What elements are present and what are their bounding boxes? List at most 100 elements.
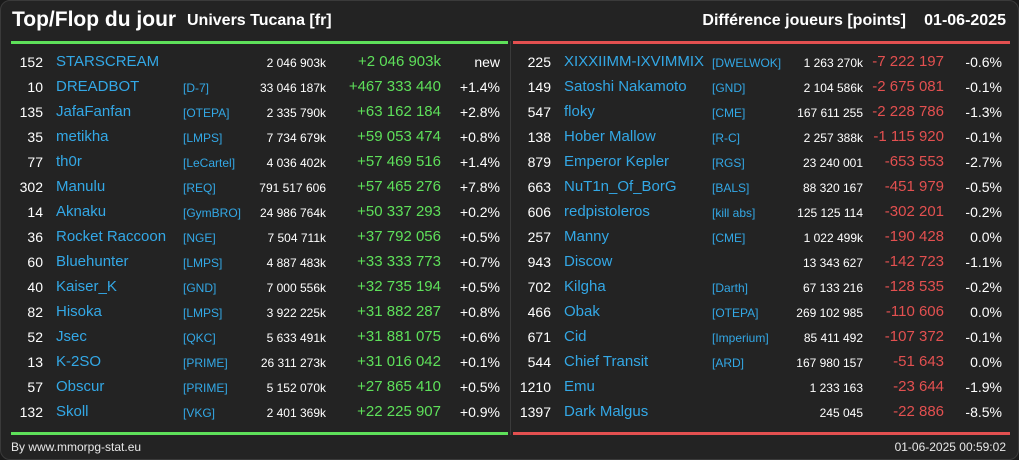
guild-tag-link[interactable]: [GND] — [712, 81, 746, 95]
player-name-link[interactable]: DREADBOT — [56, 78, 140, 95]
guild-tag-link[interactable]: [OTEPA] — [712, 306, 759, 320]
player-name-link[interactable]: Cid — [564, 328, 587, 345]
player-total-points: 2 104 586k — [803, 81, 863, 95]
player-name-link[interactable]: Obscur — [56, 378, 105, 395]
player-rank: 35 — [27, 129, 43, 145]
guild-tag-link[interactable]: [CME] — [712, 106, 746, 120]
guild-tag-link[interactable]: [RGS] — [712, 156, 745, 170]
player-total-points: 1 263 270k — [803, 56, 863, 70]
player-name-link[interactable]: Satoshi Nakamoto — [564, 78, 687, 95]
guild-tag-link[interactable]: [QKC] — [183, 331, 216, 345]
table-row: 10 DREADBOT [D-7] 33 046 187k +467 333 440 +1… — [11, 75, 508, 100]
player-rank: 77 — [27, 154, 43, 170]
player-name-link[interactable]: STARSCREAM — [56, 53, 160, 70]
player-points-diff: -653 553 — [884, 153, 944, 170]
guild-tag-link[interactable]: [D-7] — [183, 81, 210, 95]
player-rank: 13 — [27, 354, 43, 370]
guild-tag-link[interactable]: [ARD] — [712, 356, 745, 370]
player-name-link[interactable]: Hober Mallow — [564, 128, 656, 145]
player-name-link[interactable]: Chief Transit — [564, 353, 649, 370]
guild-tag-link[interactable]: [LMPS] — [183, 256, 223, 270]
table-row: 225 XIXXIIMM-IXVIMMIX [DWELWOK] 1 263 270k -… — [513, 50, 1010, 75]
player-rank: 152 — [19, 54, 43, 70]
player-total-points: 13 343 627 — [802, 256, 863, 270]
player-rank: 135 — [19, 104, 43, 120]
player-points-diff: -2 675 081 — [872, 78, 944, 95]
player-points-diff: -142 723 — [884, 253, 944, 270]
player-rank: 466 — [527, 304, 551, 320]
player-name-link[interactable]: floky — [564, 103, 595, 120]
player-percent-change: +0.7% — [459, 254, 500, 270]
guild-tag-link[interactable]: [GND] — [183, 281, 217, 295]
table-row: 544 Chief Transit [ARD] 167 980 157 -51 643 0… — [513, 350, 1010, 375]
player-percent-change: +1.4% — [459, 79, 500, 95]
player-percent-change: -0.1% — [965, 329, 1002, 345]
player-name-link[interactable]: Manny — [564, 228, 610, 245]
player-name-link[interactable]: XIXXIIMM-IXVIMMIX — [564, 53, 705, 70]
guild-tag-link[interactable]: [BALS] — [712, 181, 750, 195]
player-points-diff: +63 162 184 — [357, 103, 441, 120]
guild-tag-link[interactable]: [Darth] — [712, 281, 749, 295]
guild-tag-link[interactable]: [DWELWOK] — [712, 56, 782, 70]
player-points-diff: +57 465 276 — [357, 178, 441, 195]
guild-tag-link[interactable]: [CME] — [712, 231, 746, 245]
guild-tag-link[interactable]: [PRIME] — [183, 356, 228, 370]
guild-tag-link[interactable]: [OTEPA] — [183, 106, 230, 120]
player-points-diff: -302 201 — [884, 203, 944, 220]
player-name-link[interactable]: Hisoka — [56, 303, 102, 320]
player-points-diff: -190 428 — [884, 228, 944, 245]
guild-tag-link[interactable]: [VKG] — [183, 406, 216, 420]
player-name-link[interactable]: Kilgha — [564, 278, 606, 295]
panel-divider — [510, 41, 511, 435]
player-name-link[interactable]: Emu — [564, 378, 595, 395]
table-row: 132 Skoll [VKG] 2 401 369k +22 225 907 +0.9% — [11, 400, 508, 425]
table-row: 302 Manulu [REQ] 791 517 606 +57 465 276 +7.8… — [11, 175, 508, 200]
player-name-link[interactable]: Jsec — [56, 328, 87, 345]
player-points-diff: +50 337 293 — [357, 203, 441, 220]
player-name-link[interactable]: Skoll — [56, 403, 89, 420]
table-row: 82 Hisoka [LMPS] 3 922 225k +31 882 287 +0.8% — [11, 300, 508, 325]
guild-tag-link[interactable]: [GymBRO] — [183, 206, 242, 220]
player-name-link[interactable]: Bluehunter — [56, 253, 129, 270]
player-name-link[interactable]: th0r — [56, 153, 82, 170]
player-total-points: 7 504 711k — [267, 231, 327, 245]
player-name-link[interactable]: NuT1n_Of_BorG — [564, 178, 677, 195]
player-name-link[interactable]: redpistoleros — [564, 203, 650, 220]
guild-tag-link[interactable]: [R-C] — [712, 131, 740, 145]
player-name-link[interactable]: Aknaku — [56, 203, 107, 220]
player-name-link[interactable]: JafaFanfan — [56, 103, 132, 120]
player-rank: 36 — [27, 229, 43, 245]
player-name-link[interactable]: Kaiser_K — [56, 278, 117, 295]
guild-tag-link[interactable]: [LMPS] — [183, 131, 223, 145]
player-rank: 606 — [527, 204, 551, 220]
guild-tag-link[interactable]: [NGE] — [183, 231, 216, 245]
table-row: 77 th0r [LeCartel] 4 036 402k +57 469 516 +1.… — [11, 150, 508, 175]
player-name-link[interactable]: Discow — [564, 253, 613, 270]
guild-tag-link[interactable]: [LMPS] — [183, 306, 223, 320]
player-total-points: 2 046 903k — [266, 56, 326, 70]
player-points-diff: -23 644 — [893, 378, 944, 395]
table-row: 152 STARSCREAM 2 046 903k +2 046 903k new — [11, 50, 508, 75]
player-name-link[interactable]: Dark Malgus — [564, 403, 649, 420]
player-name-link[interactable]: Rocket Raccoon — [56, 228, 167, 245]
player-name-link[interactable]: K-2SO — [56, 353, 102, 370]
table-row: 606 redpistoleros [kill abs] 125 125 114 -30… — [513, 200, 1010, 225]
player-rank: 879 — [527, 154, 551, 170]
guild-tag-link[interactable]: [kill abs] — [712, 206, 756, 220]
player-total-points: 7 734 679k — [266, 131, 326, 145]
player-name-link[interactable]: Emperor Kepler — [564, 153, 670, 170]
guild-tag-link[interactable]: [LeCartel] — [183, 156, 236, 170]
player-points-diff: -22 886 — [893, 403, 944, 420]
player-total-points: 1 233 163 — [809, 381, 863, 395]
player-percent-change: -0.2% — [965, 279, 1002, 295]
player-percent-change: -1.9% — [965, 379, 1002, 395]
guild-tag-link[interactable]: [PRIME] — [183, 381, 228, 395]
player-name-link[interactable]: metikha — [56, 128, 109, 145]
guild-tag-link[interactable]: [Imperium] — [712, 331, 769, 345]
player-points-diff: +2 046 903k — [358, 53, 441, 70]
player-name-link[interactable]: Obak — [564, 303, 600, 320]
player-total-points: 1 022 499k — [803, 231, 863, 245]
guild-tag-link[interactable]: [REQ] — [183, 181, 216, 195]
player-name-link[interactable]: Manulu — [56, 178, 106, 195]
player-total-points: 167 611 255 — [797, 106, 863, 120]
